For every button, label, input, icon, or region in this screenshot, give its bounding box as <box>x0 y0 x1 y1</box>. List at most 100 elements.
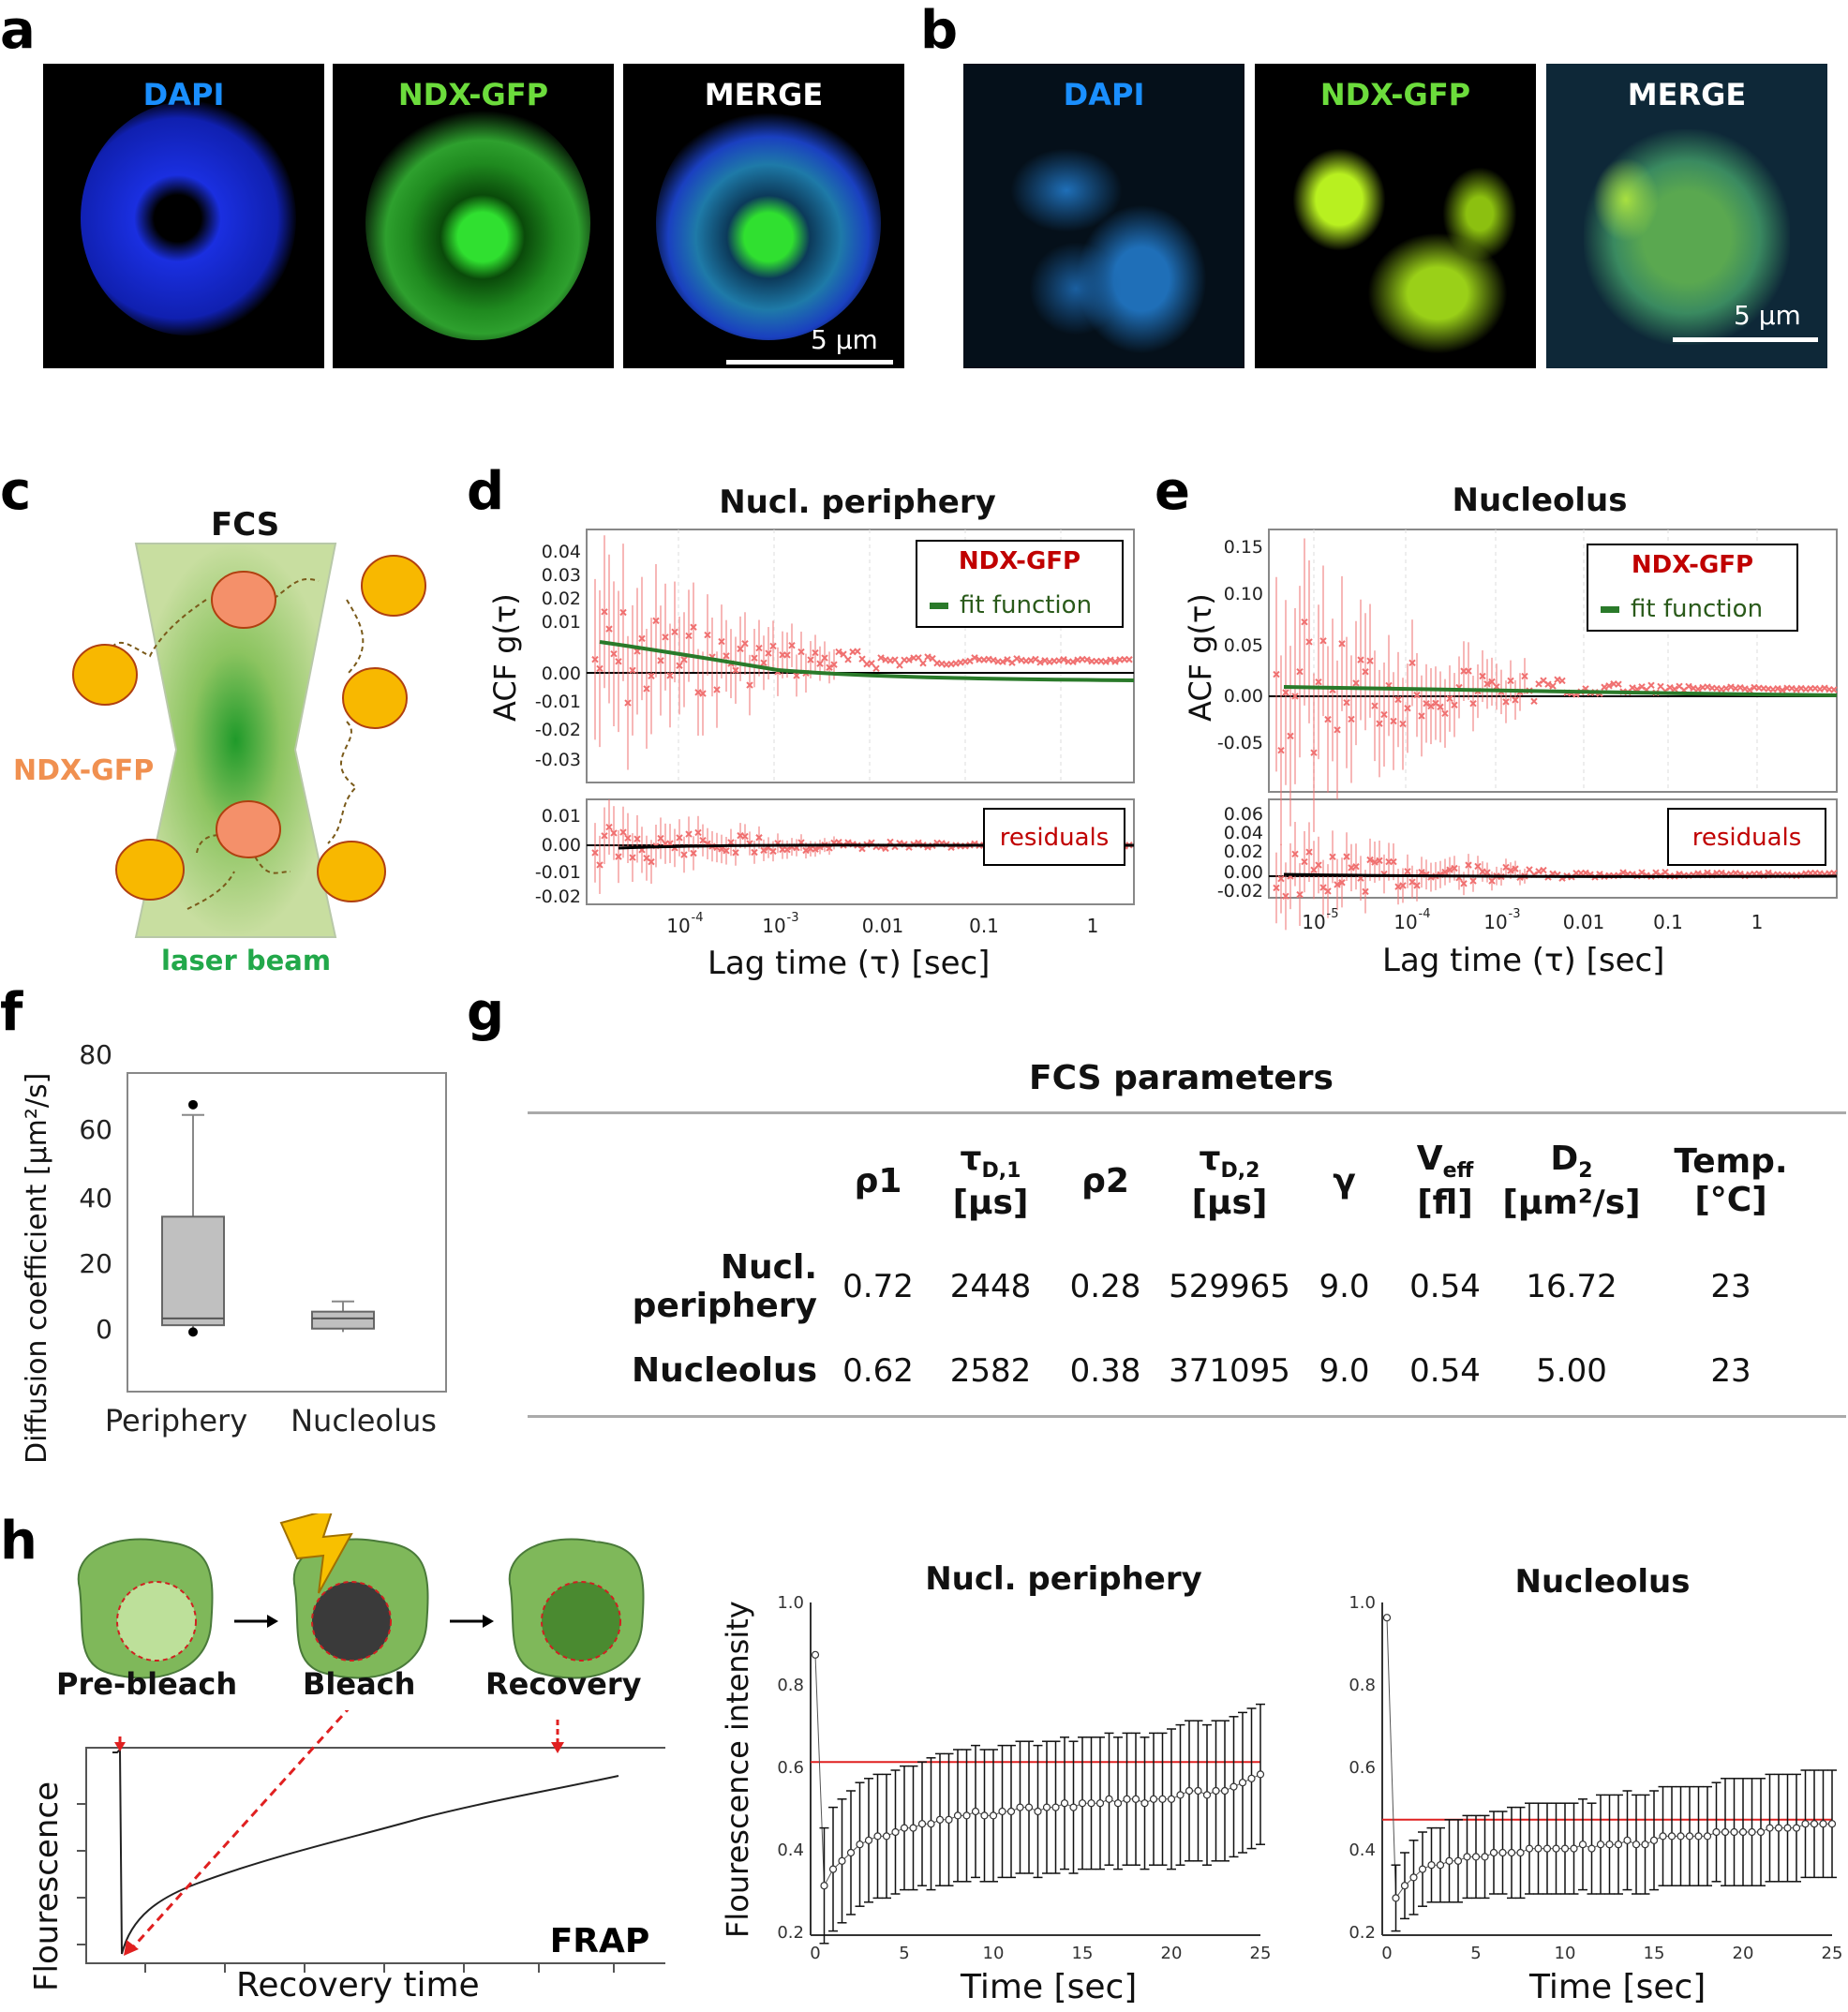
fcs-title: FCS <box>211 506 280 544</box>
frap-chart2-title: Nucleolus <box>1514 1563 1691 1601</box>
frap-schematic <box>77 1513 645 1679</box>
table-row: Nucleolus 0.62 2582 0.38 371095 9.0 0.54 5.… <box>632 1351 1751 1390</box>
data-point <box>1185 1786 1194 1796</box>
xtick: 1 <box>1087 915 1099 937</box>
data-point <box>1256 1770 1265 1779</box>
xtick: 0.01 <box>1563 911 1605 933</box>
xtick: 0 <box>1381 1944 1392 1963</box>
data-point <box>1069 1803 1078 1811</box>
ytick: 0.00 <box>542 663 581 684</box>
data-point <box>1623 1836 1632 1844</box>
ndx-gfp-label: NDX-GFP <box>13 754 155 787</box>
data-point <box>838 1856 846 1865</box>
panel-letter-d: d <box>467 461 505 522</box>
data-point <box>1703 1832 1712 1841</box>
data-point <box>1792 1824 1801 1832</box>
data-point <box>935 1815 945 1824</box>
scale-bar-a <box>726 360 893 365</box>
xtick: 0.1 <box>969 915 999 937</box>
acf-title-e: Nucleolus <box>1452 482 1628 519</box>
frap-recovery-line <box>112 1747 619 1955</box>
xlabel-d: Lag time (τ) [sec] <box>708 945 991 982</box>
panel-letter-e: e <box>1155 461 1190 522</box>
ylabel-f: Diffusion coefficient [µm²/s] <box>21 1072 53 1464</box>
data-point <box>1730 1827 1738 1837</box>
xtick: 0 <box>810 1944 820 1963</box>
step-bleach: Bleach <box>303 1666 416 1702</box>
ytick: 1.0 <box>1349 1593 1376 1613</box>
header-tau-d1: τD,1 [µs] <box>952 1140 1029 1222</box>
data-point <box>1471 1853 1481 1861</box>
data-point <box>1756 1827 1766 1837</box>
ytick: 0 <box>96 1314 112 1345</box>
data-point <box>1721 1827 1730 1837</box>
ytick: -0.01 <box>535 692 581 712</box>
table-bottom-rule <box>528 1415 1846 1418</box>
data-point <box>1140 1799 1149 1808</box>
ytick: 20 <box>79 1248 112 1279</box>
panel-letter-f: f <box>0 982 23 1043</box>
legend-ndx-gfp: NDX-GFP <box>1632 551 1753 579</box>
data-point <box>998 1807 1006 1816</box>
data-point <box>1123 1795 1131 1803</box>
data-point <box>1105 1795 1113 1803</box>
xtick: 5 <box>1470 1944 1481 1963</box>
data-point <box>1463 1853 1471 1861</box>
data-point <box>1194 1786 1202 1796</box>
ytick: 0.2 <box>1349 1923 1376 1943</box>
particle <box>342 667 408 729</box>
step-prebleach: Pre-bleach <box>56 1666 238 1702</box>
header-rho1: ρ1 <box>854 1161 902 1200</box>
data-point <box>1051 1803 1060 1811</box>
header-temp: Temp. [°C] <box>1674 1142 1788 1219</box>
ytick: -0.01 <box>535 862 581 883</box>
data-point <box>900 1824 909 1832</box>
ytick: 0.10 <box>1224 584 1263 604</box>
xtick: 10 <box>1302 911 1325 933</box>
ytick: 0.8 <box>777 1676 804 1695</box>
ytick: 0.00 <box>1224 686 1263 707</box>
data-point <box>1453 1856 1463 1865</box>
ytick: -0.02 <box>535 720 581 740</box>
xtick: 25 <box>1822 1944 1843 1963</box>
data-point <box>1095 1799 1105 1808</box>
ytick: 0.03 <box>542 565 581 586</box>
box-nucleolus <box>311 1300 375 1333</box>
xtick: 10 <box>983 1944 1005 1963</box>
ytick: 0.8 <box>1349 1676 1376 1695</box>
scale-text-a: 5 µm <box>811 324 878 355</box>
data-point <box>1131 1795 1140 1803</box>
data-point <box>980 1811 989 1820</box>
data-point <box>917 1820 927 1828</box>
outlier-point <box>188 1327 198 1337</box>
data-point <box>1552 1844 1560 1853</box>
step-recovery: Recovery <box>485 1666 642 1702</box>
xtick: 1 <box>1751 911 1764 933</box>
ytick: 0.00 <box>542 835 581 856</box>
ytick: 0.6 <box>1349 1758 1376 1778</box>
header-gamma: γ <box>1333 1161 1356 1200</box>
header-d2: D2 [µm²/s] <box>1502 1140 1641 1222</box>
xtick-nucleolus: Nucleolus <box>291 1403 437 1438</box>
ytick: 0.15 <box>1224 537 1263 558</box>
data-point <box>1685 1832 1694 1841</box>
data-point <box>1087 1799 1095 1808</box>
data-point <box>1712 1827 1721 1837</box>
frap-chart2-xlabel: Time [sec] <box>1529 1968 1706 2006</box>
data-point <box>1024 1803 1034 1811</box>
data-point <box>1587 1844 1596 1853</box>
data-point <box>1034 1807 1042 1816</box>
label-ndx-gfp: NDX-GFP <box>397 77 549 112</box>
xtick: 10 <box>1555 1944 1576 1963</box>
box-iqr <box>161 1215 225 1327</box>
data-point <box>1632 1841 1641 1849</box>
data-point <box>1445 1856 1453 1865</box>
ytick: 0.01 <box>542 612 581 633</box>
data-point <box>1525 1844 1534 1853</box>
frap-curve: FRAP <box>77 1710 665 1973</box>
data-point <box>1392 1894 1400 1902</box>
data-point <box>873 1832 882 1841</box>
micrograph-b-dapi: DAPI <box>963 64 1244 368</box>
data-point <box>1042 1803 1051 1811</box>
data-point <box>971 1807 980 1816</box>
